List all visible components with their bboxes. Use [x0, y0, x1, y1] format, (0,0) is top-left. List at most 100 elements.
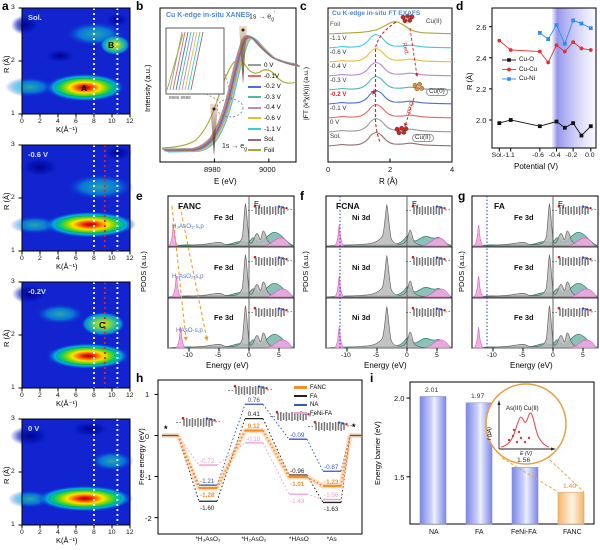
- x-tick-label: 12: [126, 254, 134, 262]
- panel-b-xanes: b: [136, 0, 300, 192]
- panel-a-plot-sol: Sol. A B R (Å) K(Å⁻¹) 0 2 4 6 8 10 12 3 2 1: [0, 0, 136, 137]
- legend-entry: FA: [294, 394, 317, 400]
- x-tick-label: 8: [92, 117, 96, 125]
- whiteline-arrow: [239, 26, 247, 84]
- point-Cu-Cu: [546, 60, 551, 65]
- x-axis-label: R (Å): [379, 177, 398, 186]
- legend-swatch: [248, 127, 261, 130]
- point-Cu-O: [554, 119, 559, 124]
- y-tick-label: 1: [11, 247, 15, 254]
- energy-value: -0.72: [200, 457, 215, 465]
- x-tick-label: 4: [56, 528, 60, 536]
- panel-f-pdos-fcna: f FCNA Ni 3d Ni 3d Ni 3d Ef PDOS (a.u.) …: [300, 190, 456, 372]
- x-tick-label: -10: [183, 351, 193, 359]
- x-tick-label: 6: [74, 117, 78, 125]
- curve-label: 0 V: [330, 119, 340, 126]
- y-tick-label: 3: [11, 415, 15, 422]
- y-tick-label: 2: [11, 468, 15, 475]
- energy-value: -0.96: [290, 467, 305, 475]
- bar-value: 1.97: [471, 392, 485, 400]
- x-tick-label: 5: [581, 351, 585, 359]
- plot-title: -0.6 V: [28, 150, 49, 159]
- legend-label: Cu-Cu: [519, 65, 538, 73]
- panel-label-g: g: [458, 189, 466, 203]
- cu2-label-top: Cu(II): [426, 18, 442, 25]
- y-tick-label: 2.2: [476, 84, 487, 94]
- free-energy-plot: [154, 379, 363, 535]
- energy-value: -0.09: [290, 431, 305, 439]
- y-tick-label: -2: [145, 513, 152, 523]
- point-Cu-Cu: [497, 38, 502, 43]
- energy-value: 0.76: [247, 397, 260, 405]
- y-tick-label: 1: [145, 390, 150, 400]
- orbital-label-2: Fe 3d: [514, 263, 534, 272]
- panel-b-title: Cu K-edge in-situ XANES: [166, 12, 251, 19]
- legend-swatch: [248, 85, 261, 88]
- x-tick-label: -5: [373, 351, 380, 359]
- x-tick-label: 12: [126, 391, 134, 399]
- bar-category: FA: [475, 529, 484, 536]
- point-Cu-Cu: [579, 46, 584, 51]
- connector-NA: [216, 404, 246, 486]
- point-Cu-O: [562, 125, 567, 130]
- orbital-label-2: Fe 3d: [214, 263, 234, 272]
- x-tick-label: 12: [126, 117, 134, 125]
- legend-entry: -0.2 V: [248, 84, 281, 90]
- species-label-3: HAsO-s,p: [176, 327, 203, 334]
- x-tick-label: 2: [38, 528, 42, 536]
- legend-swatch: [294, 412, 307, 415]
- y-tick-label: 3: [11, 278, 15, 285]
- orbital-label-3: Ni 3d: [352, 313, 371, 322]
- point-Cu-O: [579, 133, 584, 138]
- bondlength-plot: [489, 7, 597, 152]
- bars: [419, 396, 585, 525]
- energy-value: -1.21: [200, 478, 215, 485]
- panel-label-i: i: [370, 371, 374, 385]
- orbital-label-3: Fe 3d: [514, 313, 534, 322]
- y-axis-label: R (Å): [465, 72, 474, 91]
- y-axis-label: PDOS (a.u.): [457, 251, 466, 292]
- connector-FANC: [306, 476, 324, 487]
- point-Cu-Ni: [579, 21, 584, 26]
- x-tick-label: 0: [20, 391, 24, 399]
- curve-label: -0.3 V: [330, 77, 347, 84]
- point-Cu-Ni: [571, 18, 576, 23]
- orbital-label-3: Fe 3d: [214, 313, 234, 322]
- x-axis-label: Energy (eV): [510, 361, 553, 370]
- y-tick-label: 1: [11, 110, 15, 117]
- energy-value: -1.01: [290, 480, 305, 488]
- connector-NA: [306, 438, 324, 472]
- point-Cu-Cu: [562, 49, 567, 54]
- x-tick-label: 4: [56, 117, 60, 125]
- legend-entry: FANC: [294, 385, 326, 391]
- y-tick-label: 0: [145, 431, 150, 441]
- x-axis-label: K(Å⁻¹): [56, 536, 78, 545]
- legend-label: -1.1 V: [264, 125, 281, 133]
- pdos-fcna-plot: [325, 195, 453, 352]
- y-axis-label: Energy barrier (eV): [373, 421, 382, 485]
- x-tick-label: -10: [341, 351, 351, 359]
- panel-e-pdos-fanc: e FANC Fe 3d Fe 3d Fe 3d Ef H₃AsO₃-s,p H…: [136, 190, 300, 372]
- legend-entry: Sol.: [248, 137, 275, 143]
- orbital-label-1: Fe 3d: [514, 213, 534, 222]
- preedge-arrow: [210, 104, 218, 156]
- legend-label: Sol.: [264, 136, 275, 144]
- curve-label: -0.1 V: [330, 105, 347, 112]
- legend-swatch: [248, 74, 261, 77]
- connector-FANC: [340, 435, 351, 487]
- legend-label: 0 V: [264, 62, 274, 69]
- connector-FANC: [262, 430, 290, 478]
- orbital-label-2: Ni 3d: [352, 263, 371, 272]
- panel-i-barrier: i As(III) Cu(II) I (μA) E (V) Energy bar…: [368, 372, 600, 550]
- x-tick-label: 6: [74, 254, 78, 262]
- x-tick-label: 0: [405, 351, 409, 359]
- x-tick-label: -0.2: [565, 152, 578, 159]
- bar-NA: [419, 396, 447, 525]
- x-tick-label: 10: [108, 254, 116, 262]
- energy-value: 0.12: [247, 423, 260, 431]
- x-tick-label: 10: [108, 391, 116, 399]
- plot-title: 0 V: [28, 424, 40, 433]
- x-tick-label: -5: [519, 351, 526, 359]
- legend-swatch: [248, 138, 261, 141]
- x-tick-label: 4: [450, 165, 455, 174]
